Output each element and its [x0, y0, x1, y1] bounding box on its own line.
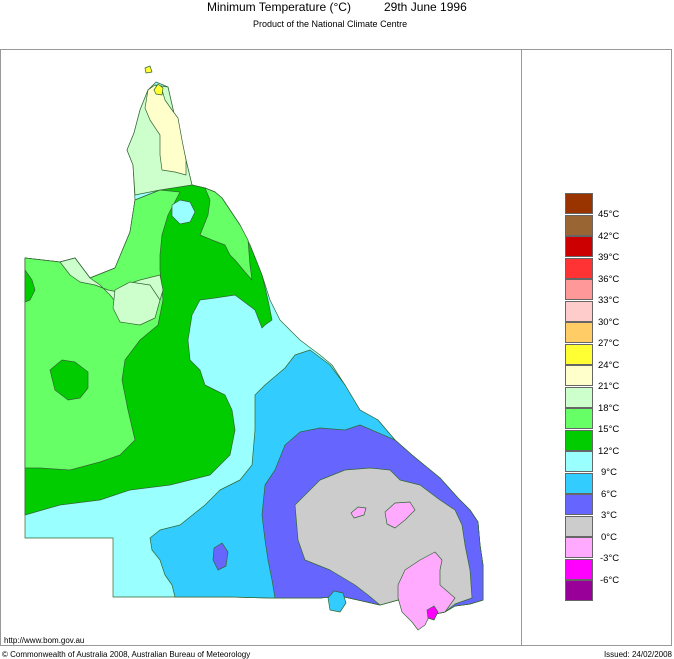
legend-label: 9°C — [601, 467, 617, 478]
region-21-24 — [144, 84, 187, 176]
region-12-15-blob — [49, 359, 89, 401]
legend-swatch-36 — [565, 257, 593, 279]
legend-swatch-30 — [565, 300, 593, 322]
legend-divider — [521, 49, 522, 646]
region-minus3-0-isl2 — [350, 506, 367, 519]
legend-label: 33°C — [598, 295, 620, 306]
legend-swatch-6 — [565, 472, 593, 494]
chart-subtitle: Product of the National Climate Centre — [253, 19, 408, 29]
region-3-6-spot — [212, 542, 229, 571]
region-6-9-spot — [327, 590, 347, 613]
legend-label: 27°C — [598, 338, 620, 349]
region-24-27-tip — [153, 83, 164, 96]
region-minus6-minus3 — [426, 605, 439, 621]
legend-label: 3°C — [601, 510, 617, 521]
legend-swatch-42 — [565, 214, 593, 236]
legend-swatch-45 — [565, 193, 593, 214]
region-12-15-edge — [24, 269, 36, 303]
legend-label: 0°C — [601, 531, 617, 543]
legend-label: 36°C — [598, 273, 620, 285]
legend-swatch-3 — [565, 494, 593, 515]
legend-label: 24°C — [598, 359, 620, 371]
legend-label: 21°C — [598, 381, 620, 392]
region-18-21-westblob — [112, 281, 161, 326]
legend-swatch-9 — [565, 451, 593, 472]
legend-swatch-minus6 — [565, 558, 593, 580]
legend-swatch-0 — [565, 515, 593, 537]
map-frame — [0, 49, 672, 646]
legend-label: -6°C — [600, 574, 620, 586]
legend-swatch-39 — [565, 236, 593, 257]
legend-label: 15°C — [598, 424, 620, 435]
legend-label: 12°C — [598, 445, 620, 457]
source-url: http://www.bom.gov.au — [4, 636, 85, 645]
title-variable: Minimum Temperature (°C) — [207, 0, 351, 14]
legend-label: 45°C — [598, 209, 620, 220]
chart-title: Minimum Temperature (°C) 29th June 1996 — [0, 0, 674, 16]
legend-swatch-minus3 — [565, 537, 593, 558]
legend-label: 42°C — [598, 230, 620, 242]
region-9-12-isle — [171, 199, 196, 225]
region-15-18-coast — [199, 187, 253, 281]
region-minus3-0-isl1 — [384, 501, 416, 529]
title-date: 29th June 1996 — [384, 0, 467, 14]
legend-label: 6°C — [601, 488, 617, 500]
legend-swatch-12 — [565, 429, 593, 451]
legend-label: 39°C — [598, 252, 620, 263]
legend-label: 18°C — [598, 402, 620, 414]
issued-date: Issued: 24/02/2008 — [603, 650, 672, 659]
legend-swatch-18 — [565, 386, 593, 408]
legend-swatch-21 — [565, 365, 593, 386]
legend-label: -3°C — [600, 553, 620, 564]
legend-swatch-27 — [565, 322, 593, 343]
legend-swatch-24 — [565, 343, 593, 365]
copyright: © Commonwealth of Australia 2008, Austra… — [2, 650, 251, 659]
legend-swatch-33 — [565, 279, 593, 300]
legend-swatch-15 — [565, 408, 593, 429]
region-24-27-isl — [144, 65, 153, 74]
legend-label: 30°C — [598, 316, 620, 328]
legend-swatch-below-minus6 — [565, 580, 593, 601]
